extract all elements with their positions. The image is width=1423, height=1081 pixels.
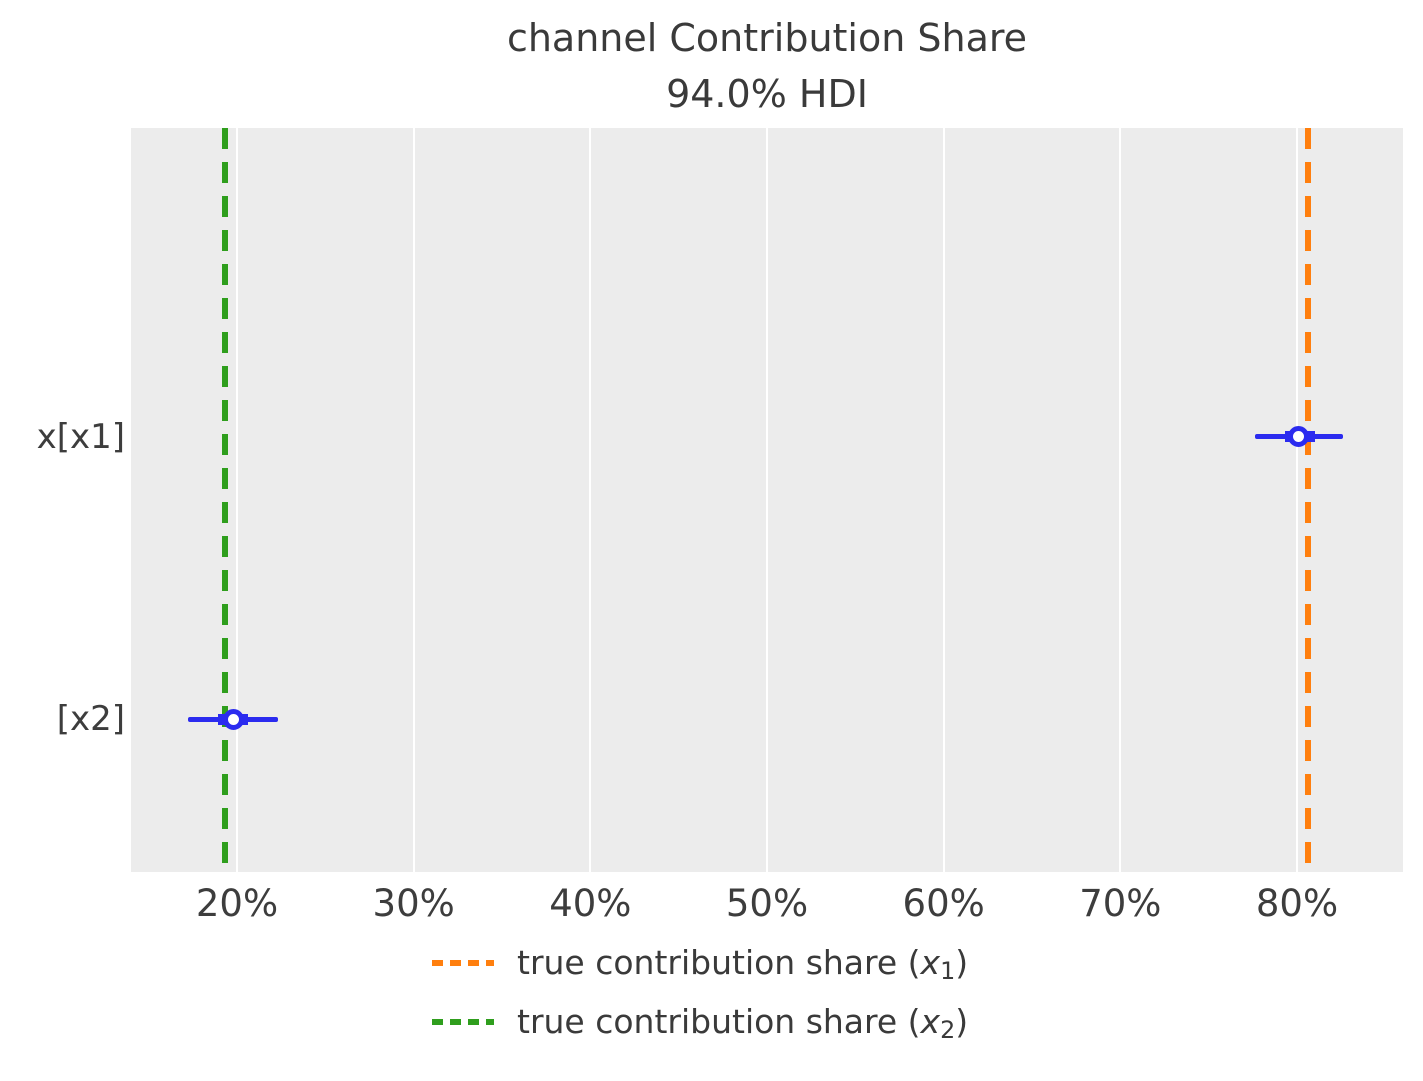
gridline-60%: [942, 128, 945, 872]
reference-line-x1: [1304, 128, 1311, 872]
x-tick-label-60%: 60%: [902, 882, 985, 925]
plot-area: [131, 128, 1403, 872]
reference-line-x2: [221, 128, 228, 872]
x-tick-label-70%: 70%: [1079, 882, 1162, 925]
legend-dash-icon: [432, 960, 494, 966]
gridline-80%: [1296, 128, 1298, 872]
gridline-30%: [412, 128, 415, 872]
chart-title: channel Contribution Share: [506, 16, 1028, 60]
x-tick-label-50%: 50%: [725, 882, 809, 925]
gridline-20%: [236, 128, 238, 872]
gridline-70%: [1119, 128, 1122, 872]
legend-label: true contribution share (x1): [517, 943, 969, 986]
gridline-40%: [589, 128, 592, 872]
chart-subtitle: 94.0% HDI: [666, 72, 868, 116]
legend-label: true contribution share (x2): [517, 1002, 969, 1045]
gridline-50%: [766, 128, 768, 872]
x-tick-label-30%: 30%: [372, 882, 455, 925]
y-axis-label-row1: x[x1]: [36, 416, 125, 457]
median-marker-row1: [1288, 426, 1310, 448]
median-marker-row2: [222, 708, 244, 730]
x-tick-label-80%: 80%: [1255, 882, 1339, 925]
legend-dash-icon: [432, 1019, 494, 1025]
y-axis-label-row2: [x2]: [56, 699, 125, 740]
x-tick-label-40%: 40%: [549, 882, 632, 925]
x-tick-label-20%: 20%: [195, 882, 279, 925]
